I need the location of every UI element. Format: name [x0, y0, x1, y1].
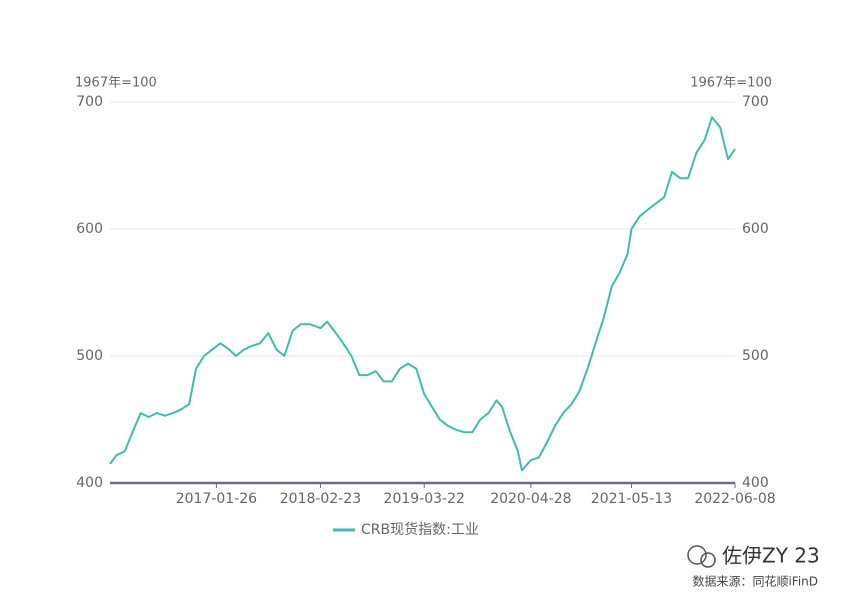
- wechat-icon: [687, 545, 707, 565]
- x-tick-label: 2019-03-22: [384, 491, 465, 507]
- legend-label: CRB现货指数:工业: [361, 521, 479, 538]
- x-tick-label: 2017-01-26: [176, 491, 257, 507]
- y-tick-label: 400: [76, 475, 103, 491]
- y2-tick-label: 700: [742, 94, 769, 110]
- watermark: 佐伊ZY 23: [687, 544, 820, 568]
- y2-tick-label: 500: [742, 348, 769, 364]
- y2-unit: 1967年=100: [690, 76, 772, 91]
- wechat-icon: [700, 552, 716, 568]
- y-tick-label: 500: [76, 348, 103, 364]
- y-tick-label: 700: [76, 94, 103, 110]
- y-unit: 1967年=100: [75, 76, 157, 91]
- x-tick-label: 2022-06-08: [694, 491, 775, 507]
- watermark-text: 佐伊ZY 23: [722, 544, 820, 568]
- y2-tick-label: 400: [742, 475, 769, 491]
- x-tick-label: 2021-05-13: [591, 491, 672, 507]
- y2-tick-label: 600: [742, 221, 769, 237]
- y-tick-label: 600: [76, 221, 103, 237]
- x-tick-label: 2018-02-23: [280, 491, 361, 507]
- line: [109, 116, 736, 472]
- source: 数据来源：同花顺iFinD: [692, 574, 818, 589]
- x-tick-label: 2020-04-28: [490, 491, 571, 507]
